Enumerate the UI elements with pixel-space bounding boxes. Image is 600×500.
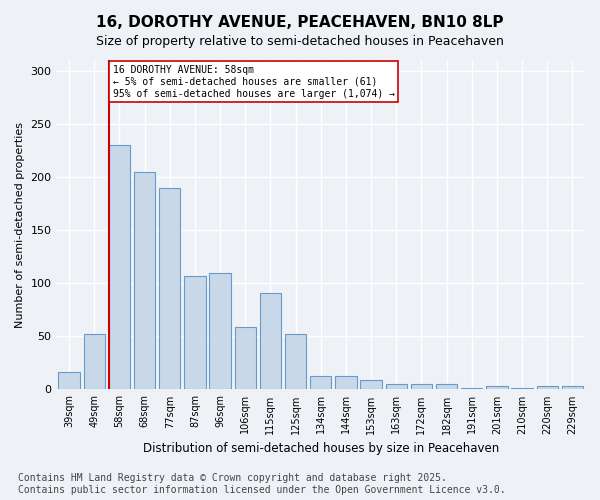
- Text: 16 DOROTHY AVENUE: 58sqm
← 5% of semi-detached houses are smaller (61)
95% of se: 16 DOROTHY AVENUE: 58sqm ← 5% of semi-de…: [113, 66, 395, 98]
- Text: Size of property relative to semi-detached houses in Peacehaven: Size of property relative to semi-detach…: [96, 35, 504, 48]
- Bar: [310, 376, 331, 390]
- Bar: [159, 188, 181, 390]
- Bar: [411, 384, 432, 390]
- Bar: [562, 386, 583, 390]
- Bar: [436, 384, 457, 390]
- Text: Contains HM Land Registry data © Crown copyright and database right 2025.
Contai: Contains HM Land Registry data © Crown c…: [18, 474, 506, 495]
- Bar: [386, 384, 407, 390]
- Bar: [109, 145, 130, 390]
- Bar: [536, 386, 558, 390]
- Bar: [235, 326, 256, 390]
- Bar: [184, 276, 206, 390]
- Bar: [361, 380, 382, 390]
- Bar: [134, 172, 155, 390]
- Bar: [461, 388, 482, 390]
- Bar: [335, 376, 356, 390]
- Text: 16, DOROTHY AVENUE, PEACEHAVEN, BN10 8LP: 16, DOROTHY AVENUE, PEACEHAVEN, BN10 8LP: [96, 15, 504, 30]
- Bar: [260, 292, 281, 390]
- Bar: [511, 388, 533, 390]
- Bar: [486, 386, 508, 390]
- Bar: [285, 334, 307, 390]
- Bar: [58, 372, 80, 390]
- Y-axis label: Number of semi-detached properties: Number of semi-detached properties: [15, 122, 25, 328]
- Bar: [209, 272, 231, 390]
- X-axis label: Distribution of semi-detached houses by size in Peacehaven: Distribution of semi-detached houses by …: [143, 442, 499, 455]
- Bar: [83, 334, 105, 390]
